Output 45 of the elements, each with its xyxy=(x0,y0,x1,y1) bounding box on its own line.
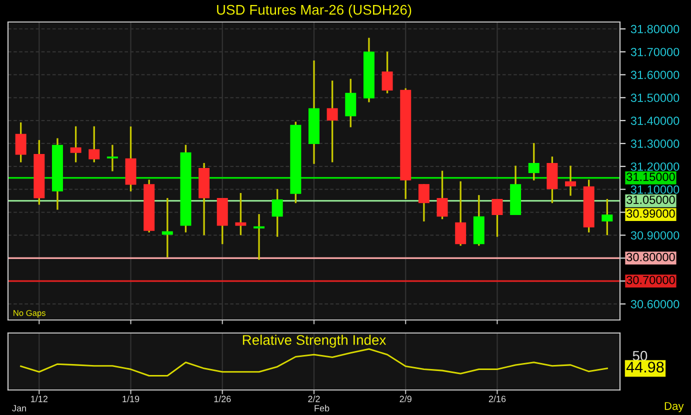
candlestick xyxy=(455,180,466,247)
annotation: No Gaps xyxy=(14,310,46,318)
candlestick xyxy=(602,198,613,236)
text: 50 xyxy=(632,350,648,361)
text: Feb xyxy=(314,404,330,412)
y-tick-label: 31.10000 xyxy=(630,185,680,194)
text: Jan xyxy=(12,405,26,412)
y-tick-label: 31.60000 xyxy=(630,70,680,80)
candlestick xyxy=(106,144,118,172)
y-tick-label: 31.30000 xyxy=(630,140,680,148)
y-tick-label: 31.70000 xyxy=(630,48,680,56)
x-tick-label: 1/19 xyxy=(122,396,140,402)
x-tick-label: 1/26 xyxy=(214,396,231,402)
y-tick-label: 31.40000 xyxy=(630,116,680,125)
candlestick xyxy=(88,125,100,164)
candlestick xyxy=(528,142,540,182)
candlestick xyxy=(272,188,283,238)
text: Day xyxy=(664,402,684,412)
ref-line-label: 31.15000 xyxy=(626,172,675,182)
x-tick-label: 2/2 xyxy=(308,396,320,402)
chart-title: Relative Strength Index xyxy=(242,334,386,348)
candlestick xyxy=(565,164,576,197)
candlestick xyxy=(70,125,82,164)
candlestick xyxy=(436,170,448,220)
text: 30.99000 xyxy=(626,209,675,218)
candlestick xyxy=(382,50,393,94)
text: 44.98 xyxy=(626,362,664,373)
chart-title: USD Futures Mar-26 (USDH26) xyxy=(217,4,412,18)
y-tick-label: 30.90000 xyxy=(630,231,680,240)
y-tick-label: 31.80000 xyxy=(630,24,680,34)
y-tick-label: 31.20000 xyxy=(630,162,680,171)
candlestick xyxy=(235,192,246,236)
ref-line-label: 30.70000 xyxy=(626,276,675,284)
y-tick-label: 31.50000 xyxy=(630,94,680,102)
x-tick-label: 2/9 xyxy=(400,396,412,402)
candlestick xyxy=(326,80,338,164)
candlestick xyxy=(418,183,430,222)
x-tick-label: 2/16 xyxy=(488,396,506,402)
ref-line-label: 31.05000 xyxy=(626,196,675,204)
candlestick xyxy=(15,122,26,164)
x-tick-label: 1/12 xyxy=(31,396,48,402)
candlestick xyxy=(492,198,503,238)
ref-line-label: 30.80000 xyxy=(626,252,675,262)
y-tick-label: 30.60000 xyxy=(630,300,680,308)
candlestick xyxy=(345,78,356,128)
